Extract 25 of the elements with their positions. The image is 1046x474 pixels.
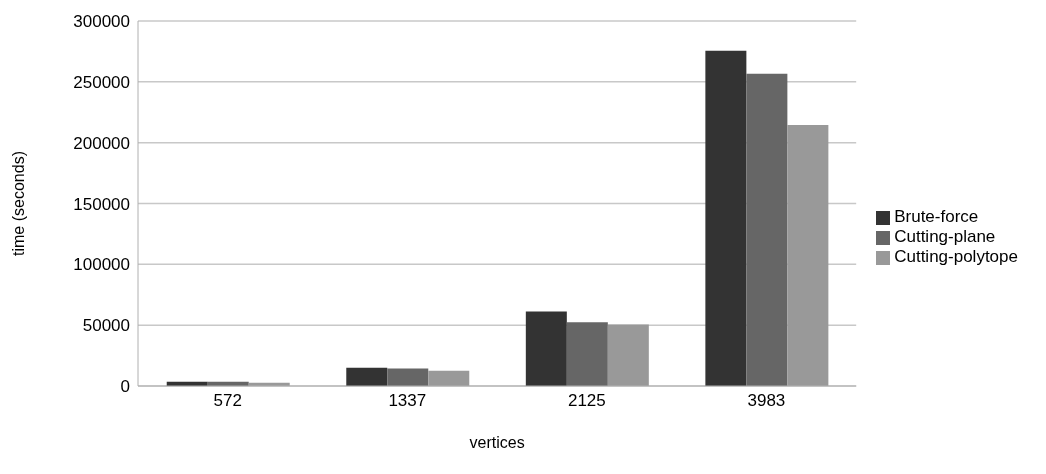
y-tick-label: 50000 [82, 316, 130, 336]
x-axis-title: vertices [469, 434, 525, 451]
bar [705, 50, 747, 386]
y-tick-label: 250000 [73, 72, 130, 92]
y-tick-label: 300000 [73, 12, 130, 32]
x-tick-label: 572 [213, 391, 242, 411]
bar [387, 368, 429, 386]
y-tick-label: 200000 [73, 133, 130, 153]
bar [746, 73, 788, 386]
legend-label: Cutting-plane [894, 227, 996, 246]
y-tick-label: 150000 [73, 194, 130, 214]
x-tick-label: 3983 [747, 391, 786, 411]
legend-label: Brute-force [894, 207, 979, 226]
bar [346, 367, 388, 386]
x-tick-label: 1337 [388, 391, 427, 411]
y-tick-label: 0 [120, 377, 130, 397]
bar [787, 124, 829, 386]
bar [428, 370, 470, 386]
legend-label: Cutting-polytope [894, 247, 1018, 266]
y-tick-label: 100000 [73, 255, 130, 275]
bar [607, 324, 649, 386]
bar [525, 311, 567, 386]
bar [566, 322, 608, 386]
y-axis-title: time (seconds) [9, 151, 27, 256]
x-tick-label: 2125 [567, 391, 606, 411]
